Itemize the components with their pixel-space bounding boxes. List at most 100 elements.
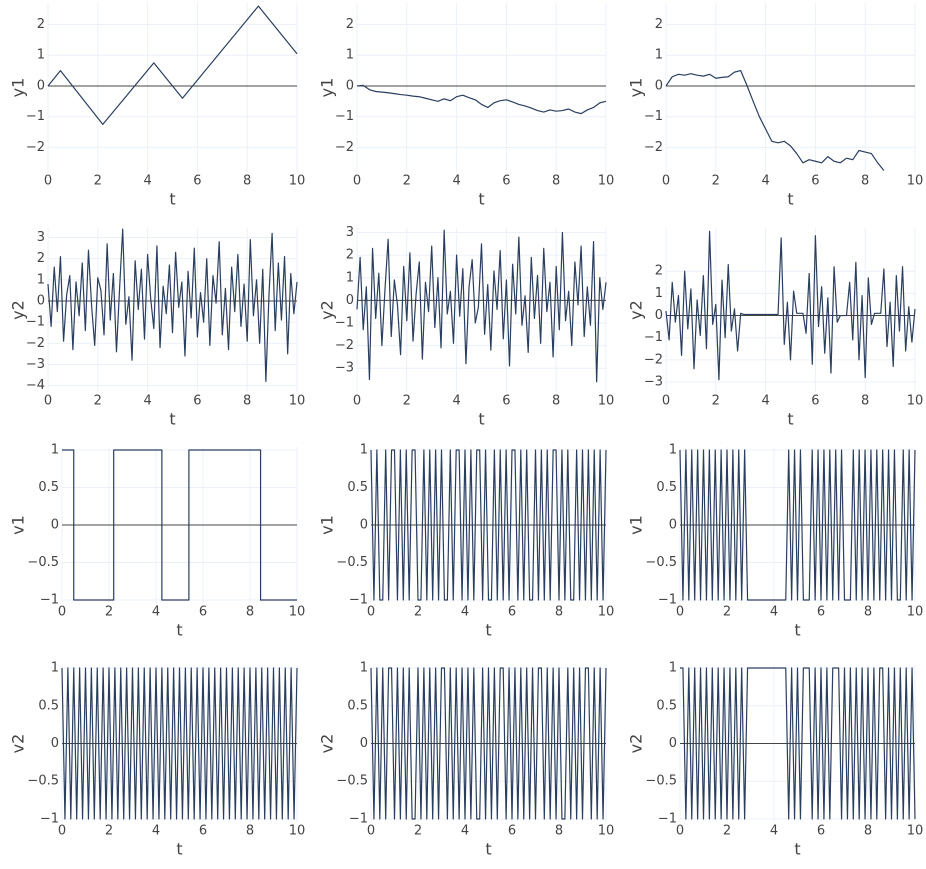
x-axis-label: t	[787, 410, 793, 429]
x-tick-label: 6	[199, 824, 207, 839]
x-tick-label: 4	[143, 394, 151, 409]
y-tick-label: 0.5	[656, 698, 677, 713]
y-tick-label: −3	[644, 375, 663, 390]
y-tick-label: −1	[644, 330, 663, 345]
x-tick-label: 2	[403, 394, 411, 409]
x-tick-label: 4	[761, 394, 769, 409]
y-tick-label: 2	[655, 264, 663, 279]
y-tick-label: 3	[37, 230, 45, 245]
x-tick-label: 4	[770, 824, 778, 839]
x-tick-label: 2	[94, 174, 102, 189]
x-tick-label: 4	[461, 605, 469, 620]
y-axis-label: v2	[318, 734, 337, 754]
x-tick-label: 4	[461, 824, 469, 839]
y-tick-label: 0	[360, 736, 368, 751]
y-tick-label: 1	[360, 661, 368, 676]
y-tick-label: −1	[644, 109, 663, 124]
y-tick-label: −2	[335, 140, 354, 155]
y-tick-label: 0	[37, 294, 45, 309]
y-tick-label: −2	[335, 338, 354, 353]
x-axis-label: t	[794, 840, 800, 859]
x-tick-label: 2	[723, 824, 731, 839]
x-tick-label: 8	[864, 824, 872, 839]
x-axis-label: t	[794, 621, 800, 640]
y-tick-label: 0	[669, 518, 677, 533]
series-line	[665, 70, 885, 171]
y-tick-label: 2	[346, 248, 354, 263]
x-tick-label: 6	[199, 605, 207, 620]
y-tick-label: 1	[51, 661, 59, 676]
y-axis-label: y1	[9, 78, 28, 98]
x-tick-label: 2	[712, 174, 720, 189]
y-tick-label: −2	[26, 336, 45, 351]
x-tick-label: 0	[367, 824, 375, 839]
x-tick-label: 0	[58, 824, 66, 839]
x-axis-label: t	[478, 190, 484, 209]
x-tick-label: 0	[662, 394, 670, 409]
y-tick-label: 2	[655, 17, 663, 32]
x-tick-label: 4	[152, 605, 160, 620]
x-tick-label: 10	[907, 394, 924, 409]
x-tick-label: 10	[598, 605, 615, 620]
y-axis-label: v2	[9, 734, 28, 754]
y-tick-label: 0.5	[38, 698, 59, 713]
x-tick-label: 4	[761, 174, 769, 189]
y-tick-label: 1	[669, 661, 677, 676]
y-tick-label: 0.5	[38, 480, 59, 495]
y-tick-label: 1	[669, 443, 677, 458]
x-tick-label: 10	[289, 605, 306, 620]
x-tick-label: 6	[193, 394, 201, 409]
y-axis-label: y2	[9, 300, 28, 320]
y-axis-label: y2	[627, 300, 646, 320]
y-tick-label: 1	[655, 48, 663, 63]
x-tick-label: 10	[289, 174, 306, 189]
x-tick-label: 4	[143, 174, 151, 189]
x-tick-label: 8	[555, 824, 563, 839]
y-tick-label: 1	[655, 286, 663, 301]
y-tick-label: −0.5	[336, 774, 368, 789]
x-tick-label: 10	[289, 394, 306, 409]
x-tick-label: 2	[403, 174, 411, 189]
y-tick-label: 0	[360, 518, 368, 533]
x-tick-label: 0	[676, 605, 684, 620]
x-tick-label: 0	[676, 824, 684, 839]
x-tick-label: 10	[598, 174, 615, 189]
x-axis-label: t	[176, 840, 182, 859]
y-tick-label: 1	[360, 443, 368, 458]
x-tick-label: 6	[811, 174, 819, 189]
x-tick-label: 8	[861, 394, 869, 409]
x-tick-label: 10	[907, 174, 924, 189]
x-tick-label: 10	[907, 605, 924, 620]
x-axis-label: t	[478, 410, 484, 429]
x-tick-label: 2	[712, 394, 720, 409]
y-axis-label: v1	[318, 515, 337, 535]
x-tick-label: 10	[907, 824, 924, 839]
x-axis-label: t	[169, 190, 175, 209]
x-axis-label: t	[485, 840, 491, 859]
x-tick-label: 8	[243, 174, 251, 189]
x-tick-label: 4	[770, 605, 778, 620]
x-tick-label: 6	[502, 174, 510, 189]
x-tick-label: 6	[508, 824, 516, 839]
y-tick-label: −0.5	[27, 774, 59, 789]
y-tick-label: −1	[335, 109, 354, 124]
y-tick-label: 1	[346, 270, 354, 285]
y-axis-label: v1	[9, 515, 28, 535]
y-tick-label: −2	[26, 140, 45, 155]
series-line	[47, 228, 298, 383]
x-tick-label: 2	[105, 605, 113, 620]
x-tick-label: 8	[555, 605, 563, 620]
x-axis-label: t	[176, 621, 182, 640]
series-line	[47, 5, 298, 125]
x-tick-label: 0	[367, 605, 375, 620]
x-tick-label: 8	[864, 605, 872, 620]
y-tick-label: −1	[349, 811, 368, 826]
x-tick-label: 8	[552, 394, 560, 409]
y-tick-label: 1	[346, 48, 354, 63]
y-tick-label: 1	[37, 48, 45, 63]
y-tick-label: −1	[26, 315, 45, 330]
y-tick-label: 0.5	[347, 698, 368, 713]
y-tick-label: −1	[40, 811, 59, 826]
y-tick-label: 0.5	[347, 480, 368, 495]
